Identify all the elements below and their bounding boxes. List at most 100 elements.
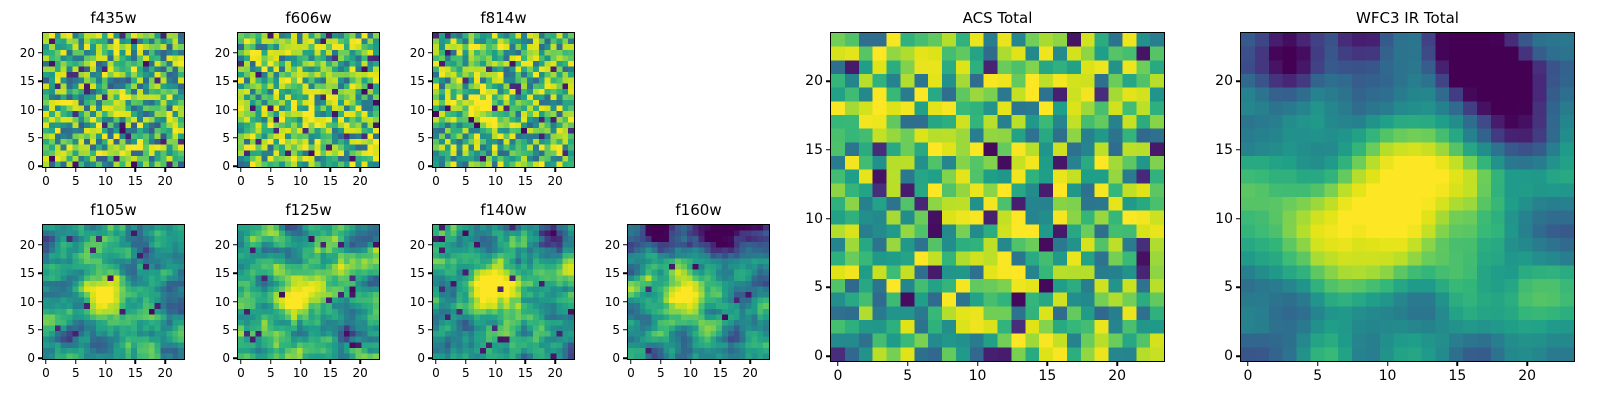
x-tick-label: 10 [97, 366, 114, 380]
y-tick-mark [38, 329, 43, 331]
heatmap-canvas [628, 225, 769, 359]
y-tick-label: 10 [604, 294, 620, 309]
x-tick-label: 5 [656, 366, 665, 380]
x-tick-mark [134, 167, 137, 172]
y-tick-mark [623, 244, 628, 246]
y-tick-mark [233, 137, 238, 139]
y-tick-mark [826, 80, 831, 82]
y-tick-label: 0 [417, 159, 425, 174]
y-tick-label: 0 [1224, 348, 1233, 365]
x-tick-label: 0 [432, 174, 440, 188]
y-tick-mark [1236, 286, 1241, 289]
y-tick-label: 10 [409, 102, 425, 117]
y-tick-mark [38, 165, 43, 167]
y-tick-label: 5 [1224, 279, 1233, 296]
panel-title: WFC3 IR Total [1356, 9, 1459, 27]
x-tick-mark [299, 359, 302, 364]
x-tick-label: 0 [833, 368, 843, 384]
y-tick-mark [233, 165, 238, 167]
x-tick-label: 20 [157, 366, 173, 380]
x-tick-mark [689, 359, 692, 364]
x-tick-mark [465, 359, 467, 364]
x-tick-mark [1317, 361, 1319, 366]
x-tick-mark [435, 359, 437, 364]
heatmap-panel-f814w: f814w 0 5 10 15 20 0 5 10 15 20 [410, 11, 575, 187]
x-tick-label: 20 [1518, 368, 1537, 384]
heatmap-panel-acs-total: ACS Total 0 5 10 15 20 0 5 10 15 20 [805, 11, 1165, 383]
y-tick-label: 5 [417, 322, 425, 337]
x-tick-mark [1247, 361, 1249, 366]
y-tick-label: 0 [417, 351, 425, 366]
y-tick-label: 20 [1215, 73, 1233, 90]
y-tick-mark [38, 137, 43, 139]
y-tick-mark [233, 272, 238, 274]
x-tick-mark [630, 359, 632, 364]
x-tick-mark [719, 359, 722, 364]
x-tick-mark [134, 359, 137, 364]
panel-title: f814w [480, 9, 527, 27]
x-tick-mark [75, 359, 77, 364]
x-tick-label: 15 [517, 174, 533, 188]
y-tick-mark [428, 272, 433, 274]
y-tick-label: 20 [19, 45, 35, 60]
y-tick-mark [826, 286, 831, 289]
x-tick-label: 10 [968, 368, 987, 384]
x-tick-mark [494, 359, 497, 364]
y-tick-mark [233, 357, 238, 359]
y-tick-mark [233, 52, 238, 54]
x-tick-mark [240, 167, 242, 172]
x-tick-label: 5 [71, 174, 80, 188]
x-tick-label: 5 [461, 174, 470, 188]
x-tick-label: 5 [71, 366, 80, 380]
y-tick-mark [38, 108, 43, 111]
x-tick-label: 15 [127, 174, 143, 188]
x-tick-label: 20 [1108, 368, 1127, 384]
x-tick-mark [359, 167, 361, 172]
x-tick-mark [1526, 361, 1528, 366]
y-tick-mark [1236, 355, 1241, 357]
y-tick-label: 10 [805, 210, 823, 227]
y-tick-mark [1236, 149, 1241, 151]
x-tick-mark [270, 359, 272, 364]
x-tick-mark [104, 359, 107, 364]
x-tick-label: 0 [627, 366, 635, 380]
y-tick-label: 5 [814, 279, 823, 296]
y-tick-label: 20 [214, 45, 230, 60]
x-tick-label: 5 [266, 174, 275, 188]
y-tick-mark [623, 272, 628, 274]
x-tick-label: 10 [487, 366, 504, 380]
x-tick-label: 5 [1313, 368, 1323, 384]
heatmap-panel-wfc3-ir-total: WFC3 IR Total 0 5 10 15 20 0 5 10 15 20 [1215, 11, 1575, 383]
x-tick-label: 10 [97, 174, 114, 188]
x-tick-mark [524, 167, 527, 172]
panel-title: f140w [480, 201, 527, 219]
heatmap-panel-f160w: f160w 0 5 10 15 20 0 5 10 15 20 [605, 203, 770, 379]
y-tick-label: 0 [27, 351, 35, 366]
y-tick-mark [38, 52, 43, 54]
x-tick-label: 20 [157, 174, 173, 188]
x-tick-label: 0 [1243, 368, 1253, 384]
x-tick-label: 10 [487, 174, 504, 188]
y-tick-mark [428, 137, 433, 139]
y-tick-mark [428, 165, 433, 167]
x-tick-mark [164, 167, 166, 172]
y-tick-label: 10 [214, 294, 230, 309]
y-tick-label: 15 [409, 74, 425, 89]
y-tick-mark [233, 80, 238, 82]
x-tick-mark [359, 359, 361, 364]
y-tick-mark [38, 80, 43, 82]
x-tick-mark [164, 359, 166, 364]
y-tick-mark [623, 357, 628, 359]
y-tick-label: 0 [222, 159, 230, 174]
y-tick-label: 5 [417, 130, 425, 145]
x-tick-mark [104, 167, 107, 172]
x-tick-mark [907, 361, 909, 366]
y-tick-label: 15 [604, 266, 620, 281]
heatmap-canvas [43, 225, 184, 359]
x-tick-mark [1116, 361, 1118, 366]
y-tick-label: 10 [19, 102, 35, 117]
x-tick-mark [1456, 361, 1459, 366]
x-tick-label: 15 [322, 366, 338, 380]
x-tick-mark [75, 167, 77, 172]
